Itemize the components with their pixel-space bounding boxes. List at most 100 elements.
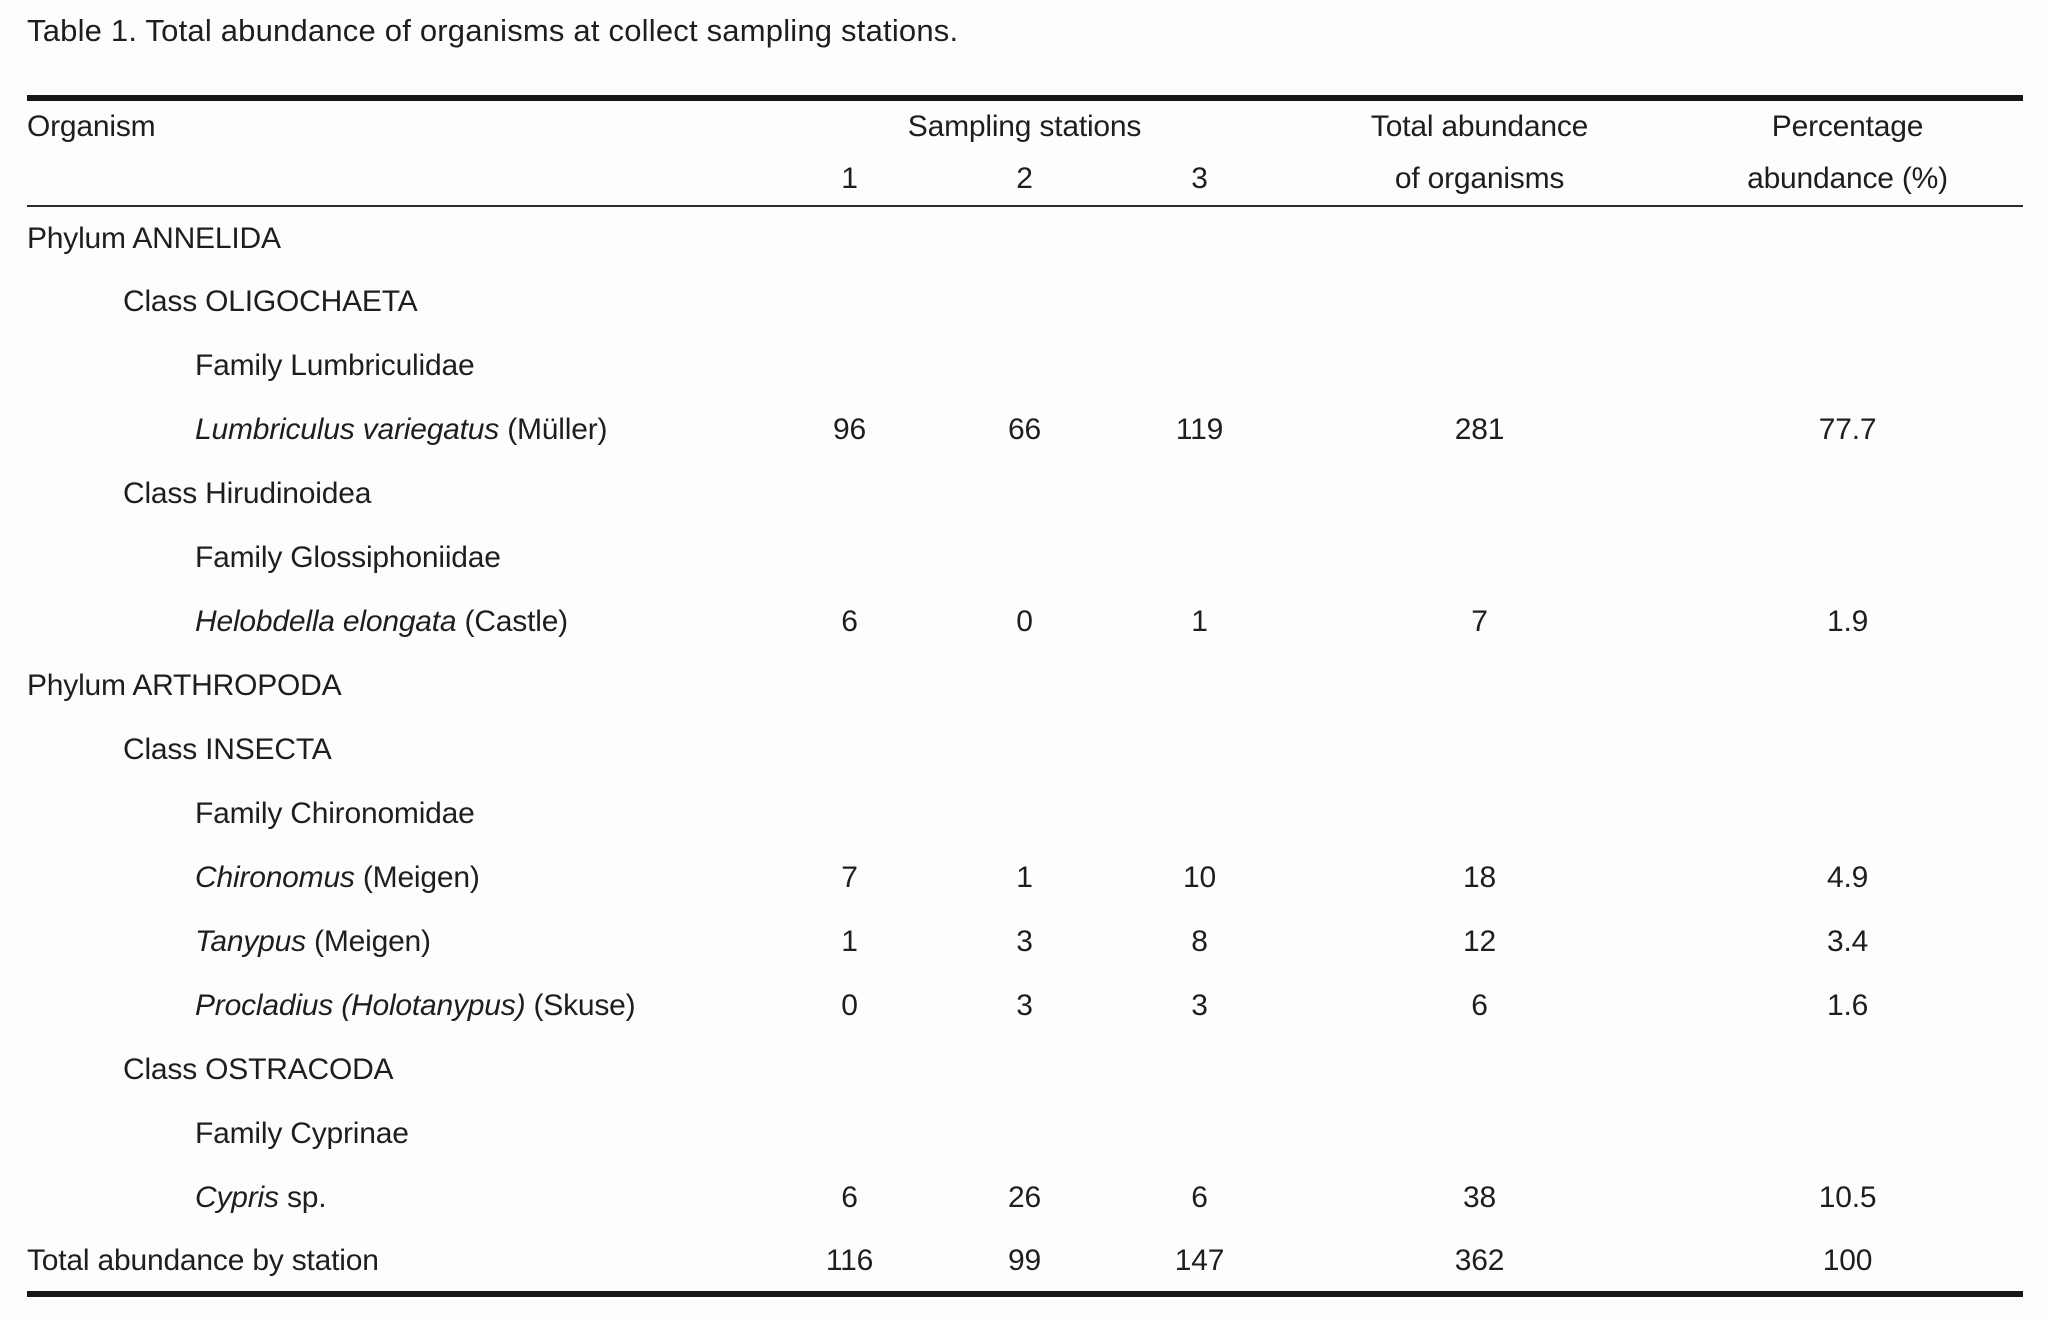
value-cell: 12: [1463, 925, 1496, 958]
value-cell: 1: [1016, 861, 1033, 894]
organism-cell: Class OSTRACODA: [123, 1053, 394, 1086]
value-cell: 362: [1454, 1243, 1505, 1277]
value-cell: [1672, 718, 2023, 782]
organism-cell: Phylum ANNELIDA: [27, 221, 281, 255]
value-cell: [937, 206, 1112, 270]
organism-cell: Tanypus (Meigen): [195, 925, 431, 958]
value-cell: 77.7: [1818, 413, 1877, 446]
organism-cell: Total abundance by station: [27, 1243, 379, 1277]
value-cell: 96: [833, 413, 866, 446]
value-cell: 8: [1191, 925, 1208, 958]
value-cell: [1672, 782, 2023, 846]
value-cell: [762, 1038, 937, 1102]
value-cell: [1672, 462, 2023, 526]
value-cell: [1112, 654, 1287, 718]
value-cell: [1287, 782, 1672, 846]
abundance-table: Organism Sampling stations Total abundan…: [27, 95, 2024, 1297]
value-cell: [1112, 1102, 1287, 1166]
value-cell: 147: [1174, 1243, 1225, 1277]
value-cell: [1112, 782, 1287, 846]
value-cell: [1287, 718, 1672, 782]
value-cell: [937, 462, 1112, 526]
value-cell: 3: [1016, 925, 1033, 958]
value-cell: [762, 270, 937, 334]
sampling-stations-header: Sampling stations: [907, 109, 1142, 143]
table-row: Family Chironomidae: [27, 782, 2023, 846]
organism-cell: Family Glossiphoniidae: [195, 541, 501, 574]
organism-cell: Cypris sp.: [195, 1181, 327, 1214]
header-spacer: [27, 152, 762, 207]
table-body: Phylum ANNELIDA Class OLIGOCHAETA Family L…: [27, 206, 2023, 1294]
value-cell: [937, 782, 1112, 846]
value-cell: 6: [841, 605, 858, 638]
table-row: Class Hirudinoidea: [27, 462, 2023, 526]
value-cell: [1287, 654, 1672, 718]
table-row: Helobdella elongata (Castle) 6 0 1 7 1.9: [27, 590, 2023, 654]
value-cell: 38: [1463, 1181, 1496, 1214]
station-2-header: 2: [937, 152, 1112, 207]
organism-cell: Family Chironomidae: [195, 797, 475, 830]
percentage-header-line1: Percentage: [1771, 109, 1924, 143]
value-cell: [1112, 718, 1287, 782]
value-cell: 0: [841, 989, 858, 1022]
value-cell: [937, 718, 1112, 782]
value-cell: [937, 654, 1112, 718]
value-cell: [1112, 526, 1287, 590]
value-cell: [762, 526, 937, 590]
value-cell: 281: [1454, 413, 1505, 446]
value-cell: 7: [1471, 605, 1488, 638]
total-row: Total abundance by station 116 99 147 362 100: [27, 1230, 2023, 1294]
value-cell: [762, 1102, 937, 1166]
value-cell: [762, 782, 937, 846]
value-cell: [937, 1102, 1112, 1166]
value-cell: 4.9: [1826, 861, 1869, 894]
table-row: Family Lumbriculidae: [27, 334, 2023, 398]
taxon-name: Chironomus: [195, 861, 355, 894]
taxon-name: Helobdella elongata: [195, 605, 457, 638]
value-cell: 6: [841, 1181, 858, 1214]
value-cell: 6: [1191, 1181, 1208, 1214]
value-cell: [937, 270, 1112, 334]
organism-cell: Helobdella elongata (Castle): [195, 605, 568, 638]
value-cell: 18: [1463, 861, 1496, 894]
value-cell: [1112, 206, 1287, 270]
value-cell: [1672, 526, 2023, 590]
value-cell: [1672, 206, 2023, 270]
table-row: Phylum ANNELIDA: [27, 206, 2023, 270]
value-cell: [1287, 270, 1672, 334]
value-cell: [937, 526, 1112, 590]
value-cell: 6: [1471, 989, 1488, 1022]
value-cell: 99: [1008, 1243, 1041, 1277]
value-cell: [1287, 1038, 1672, 1102]
total-abundance-header-line2: of organisms: [1287, 152, 1673, 207]
organism-cell: Procladius (Holotanypus) (Skuse): [195, 989, 636, 1022]
value-cell: 3.4: [1826, 925, 1869, 958]
table-row: Class OLIGOCHAETA: [27, 270, 2023, 334]
value-cell: 1.9: [1826, 605, 1869, 638]
value-cell: [937, 334, 1112, 398]
value-cell: 1: [1191, 605, 1208, 638]
value-cell: 3: [1016, 989, 1033, 1022]
percentage-header-line2: abundance (%): [1672, 152, 2024, 207]
value-cell: [762, 206, 937, 270]
total-abundance-header-line1: Total abundance: [1370, 109, 1589, 143]
organism-cell: Class OLIGOCHAETA: [123, 285, 418, 318]
table-row: Lumbriculus variegatus (Müller) 96 66 119 28…: [27, 398, 2023, 462]
table-row: Chironomus (Meigen) 7 1 10 18 4.9: [27, 846, 2023, 910]
organism-column-header: Organism: [27, 109, 156, 143]
value-cell: [762, 718, 937, 782]
value-cell: 66: [1008, 413, 1041, 446]
value-cell: 7: [841, 861, 858, 894]
header-row-2: 1 2 3 of organisms abundance (%): [27, 152, 2024, 207]
value-cell: 3: [1191, 989, 1208, 1022]
value-cell: [1112, 462, 1287, 526]
value-cell: [1112, 334, 1287, 398]
organism-cell: Family Cyprinae: [195, 1117, 409, 1150]
table-row: Class INSECTA: [27, 718, 2023, 782]
value-cell: [937, 1038, 1112, 1102]
taxon-name: Procladius (Holotanypus): [195, 989, 526, 1022]
value-cell: 1.6: [1826, 989, 1869, 1022]
table-row: Procladius (Holotanypus) (Skuse) 0 3 3 6 1.6: [27, 974, 2023, 1038]
value-cell: [1672, 1038, 2023, 1102]
